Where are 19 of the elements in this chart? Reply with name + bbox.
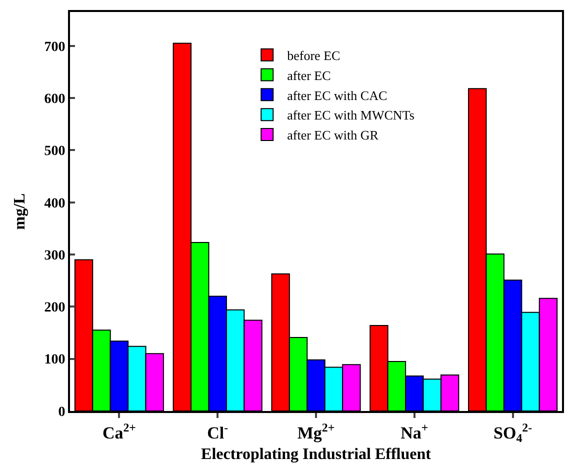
x-tick-label: Cl$^{-}$ [207,420,228,442]
legend-label: after EC with CAC [287,88,388,103]
x-tick-label: Ca$^{2+}$ [102,420,136,442]
legend-label: after EC with MWCNTs [287,108,414,123]
x-axis-title: Electroplating Industrial Effluent [201,446,432,464]
y-tick-label: 700 [44,40,66,55]
y-tick-label: 600 [44,92,66,107]
y-tick-label: 200 [44,300,66,316]
legend-label: after EC [287,68,331,83]
y-tick-label: 100 [44,352,66,368]
y-tick-label: 500 [44,144,66,160]
legend-label: before EC [287,48,340,63]
y-tick-label: 400 [44,196,66,212]
legend-label: after EC with GR [287,128,379,143]
y-tick-label: 0 [58,404,66,420]
y-axis-title: mg/L [12,193,29,230]
y-tick-label: 300 [44,248,66,264]
x-tick-label: Na$^{+}$ [400,420,428,442]
x-tick-label: Mg$^{2+}$ [297,420,335,442]
